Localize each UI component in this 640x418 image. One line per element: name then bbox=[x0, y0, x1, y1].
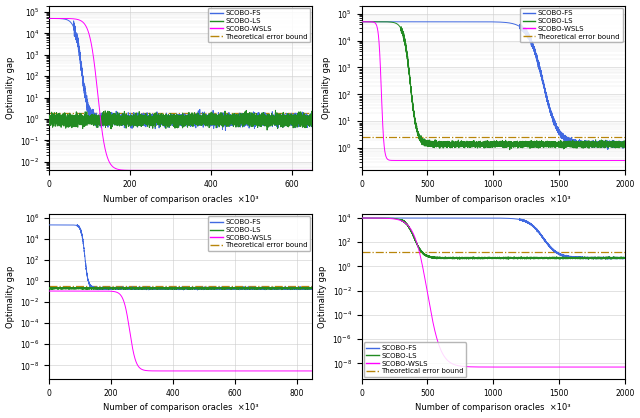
X-axis label: Number of comparison oracles  ×10³: Number of comparison oracles ×10³ bbox=[103, 403, 259, 413]
Y-axis label: Optimality gap: Optimality gap bbox=[6, 265, 15, 328]
X-axis label: Number of comparison oracles  ×10³: Number of comparison oracles ×10³ bbox=[415, 403, 571, 413]
Legend: SCOBO-FS, SCOBO-LS, SCOBO-WSLS, Theoretical error bound: SCOBO-FS, SCOBO-LS, SCOBO-WSLS, Theoreti… bbox=[520, 8, 623, 42]
Y-axis label: Optimality gap: Optimality gap bbox=[323, 57, 332, 119]
X-axis label: Number of comparison oracles  ×10³: Number of comparison oracles ×10³ bbox=[415, 195, 571, 204]
Legend: SCOBO-FS, SCOBO-LS, SCOBO-WSLS, Theoretical error bound: SCOBO-FS, SCOBO-LS, SCOBO-WSLS, Theoreti… bbox=[207, 217, 310, 251]
Y-axis label: Optimality gap: Optimality gap bbox=[6, 57, 15, 119]
X-axis label: Number of comparison oracles  ×10³: Number of comparison oracles ×10³ bbox=[103, 195, 259, 204]
Legend: SCOBO-FS, SCOBO-LS, SCOBO-WSLS, Theoretical error bound: SCOBO-FS, SCOBO-LS, SCOBO-WSLS, Theoreti… bbox=[364, 342, 467, 377]
Y-axis label: Optimality gap: Optimality gap bbox=[318, 265, 327, 328]
Legend: SCOBO-FS, SCOBO-LS, SCOBO-WSLS, Theoretical error bound: SCOBO-FS, SCOBO-LS, SCOBO-WSLS, Theoreti… bbox=[207, 8, 310, 42]
